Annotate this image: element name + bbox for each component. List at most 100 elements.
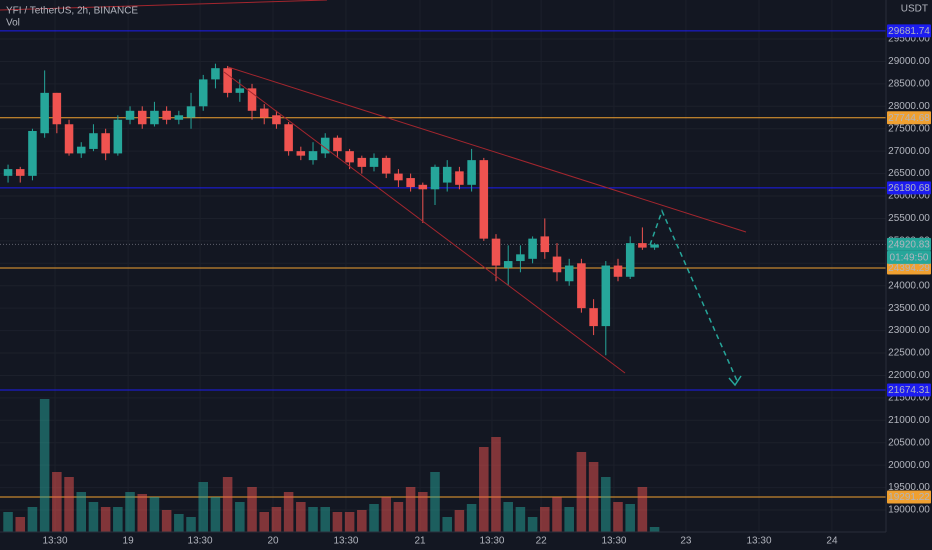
level-label-box xyxy=(887,490,931,504)
volume-bar xyxy=(637,487,648,532)
y-tick-label: 27500.00 xyxy=(888,123,930,134)
candle-body xyxy=(320,137,330,154)
projection-arrow xyxy=(728,375,742,387)
volume-bar xyxy=(442,517,452,532)
volume-bar xyxy=(161,510,172,532)
candle-body xyxy=(369,157,379,167)
x-tick-label: 13:30 xyxy=(43,536,68,547)
candle-body xyxy=(113,119,123,154)
volume-bar xyxy=(503,502,513,532)
level-label: 21674.31 xyxy=(888,385,930,396)
candle-body xyxy=(150,110,159,125)
x-tick-label: 13:30 xyxy=(479,536,504,547)
volume-bar xyxy=(576,452,587,532)
candle-body xyxy=(198,79,208,107)
projection-path xyxy=(649,208,739,384)
candle-body xyxy=(552,256,562,273)
volume-bar xyxy=(405,487,416,532)
volume-bar xyxy=(15,517,26,532)
level-label-box xyxy=(887,383,931,397)
y-tick-label: 20500.00 xyxy=(888,437,930,448)
candle-body xyxy=(125,110,135,120)
x-tick-label: 19 xyxy=(123,536,135,547)
volume-bar xyxy=(52,472,62,532)
candle-body xyxy=(211,68,220,80)
level-label-box xyxy=(887,261,931,275)
candle-body xyxy=(491,238,501,266)
trend-line xyxy=(227,66,747,233)
y-tick-label: 19500.00 xyxy=(888,482,930,493)
volume-bar xyxy=(259,512,269,532)
y-tick-label: 22500.00 xyxy=(888,348,930,359)
x-tick-label: 20 xyxy=(267,536,279,547)
volume-bar xyxy=(369,504,379,532)
candle-body xyxy=(28,130,37,176)
y-tick-label: 25500.00 xyxy=(888,213,930,224)
candle-body xyxy=(223,68,232,93)
volume-bars xyxy=(3,399,660,532)
candle-body xyxy=(650,244,659,248)
volume-bar xyxy=(515,507,526,532)
candle-body xyxy=(601,265,611,327)
volume-bar xyxy=(76,492,87,532)
level-label: 29681.74 xyxy=(888,26,930,37)
last-price-label-box xyxy=(887,237,931,251)
y-tick-label: 29500.00 xyxy=(888,34,930,45)
volume-bar xyxy=(381,497,391,532)
volume-bar xyxy=(564,507,574,532)
candle-body xyxy=(613,265,623,277)
y-tick-label: 21000.00 xyxy=(888,415,930,426)
y-tick-label: 21500.00 xyxy=(888,393,930,404)
volume-bar xyxy=(235,502,245,532)
y-tick-label: 19000.00 xyxy=(888,505,930,516)
candle-body xyxy=(40,92,49,134)
trend-line xyxy=(223,71,626,374)
candle-body xyxy=(76,146,86,154)
level-label: 27744.68 xyxy=(888,113,930,124)
level-label-box xyxy=(887,111,931,125)
volume-bar xyxy=(332,512,343,532)
y-tick-label: 23500.00 xyxy=(888,303,930,314)
candle-body xyxy=(259,108,269,118)
volume-bar xyxy=(491,437,501,532)
candle-body xyxy=(357,157,367,167)
volume-bar xyxy=(296,502,306,532)
countdown-label-box xyxy=(887,250,931,264)
candle-body xyxy=(174,115,184,120)
candle-body xyxy=(3,169,13,176)
candle-body xyxy=(442,166,452,183)
volume-bar xyxy=(344,512,355,532)
volume-bar xyxy=(418,492,428,532)
volume-bar xyxy=(64,477,74,532)
volume-bar xyxy=(527,517,538,532)
countdown-label: 01:49:50 xyxy=(890,253,929,264)
x-tick-label: 22 xyxy=(536,536,548,547)
volume-bar xyxy=(625,504,635,532)
levels xyxy=(0,30,886,498)
candle-body xyxy=(52,92,62,125)
volume-bar xyxy=(210,497,221,532)
x-tick-label: 13:30 xyxy=(601,536,626,547)
x-tick-label: 24 xyxy=(826,536,838,547)
drawings xyxy=(0,0,747,387)
candle-body xyxy=(186,106,196,118)
volume-bar xyxy=(283,492,294,532)
volume-bar xyxy=(174,514,184,532)
volume-bar xyxy=(308,507,318,532)
candles xyxy=(3,63,659,356)
candle-body xyxy=(394,173,403,181)
candle-body xyxy=(235,88,245,93)
x-tick-label: 13:30 xyxy=(746,536,771,547)
volume-bar xyxy=(454,510,465,532)
volume-bar xyxy=(357,510,367,532)
volume-bar xyxy=(3,512,13,532)
volume-label: Vol xyxy=(6,18,20,29)
x-tick-label: 13:30 xyxy=(333,536,358,547)
candle-body xyxy=(564,265,574,282)
volume-bar xyxy=(601,477,611,532)
volume-bar xyxy=(320,507,330,532)
candle-body xyxy=(15,169,25,176)
grid xyxy=(0,0,886,532)
volume-bar xyxy=(222,477,233,532)
candle-body xyxy=(162,110,171,120)
